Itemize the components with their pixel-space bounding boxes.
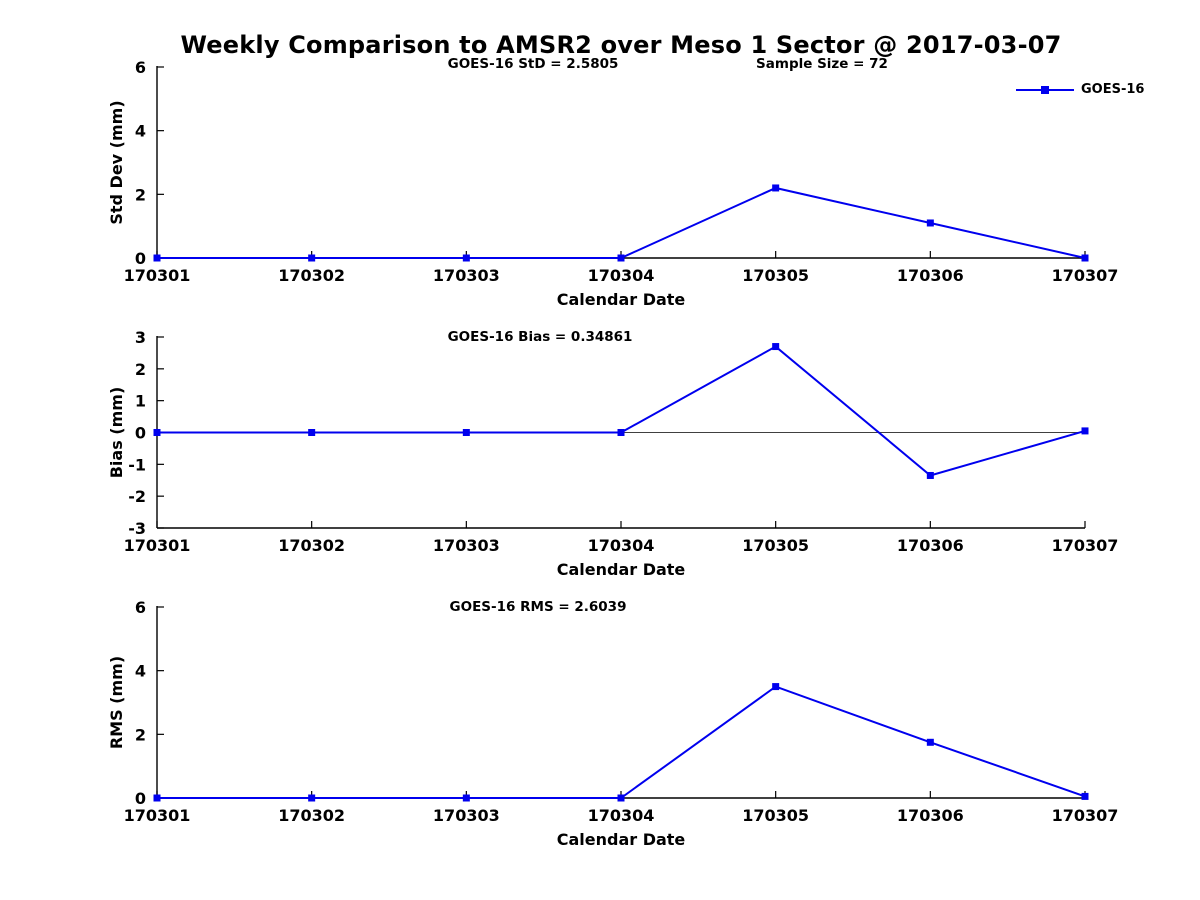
x-tick-label: 170307	[1052, 536, 1119, 555]
y-tick-label: 2	[135, 360, 146, 379]
y-tick-label: -3	[128, 519, 146, 538]
data-point-marker	[617, 429, 625, 436]
x-tick-label: 170303	[433, 806, 500, 825]
data-point-marker	[617, 254, 625, 262]
figure-title: Weekly Comparison to AMSR2 over Meso 1 S…	[180, 31, 1062, 59]
stddev-subplot: 170301 170302 170303 170304 170305 170306 1703…	[0, 55, 1200, 310]
series-line	[157, 186, 1086, 259]
rms-chart: 170301 170302 170303 170304 170305 170306 1703…	[107, 598, 1119, 849]
bias-subplot: 170301 170302 170303 170304 170305 170306 1703…	[0, 325, 1200, 580]
y-axis-label: Bias (mm)	[107, 387, 126, 479]
data-point-marker	[308, 254, 316, 262]
bias-chart: 170301 170302 170303 170304 170305 170306 1703…	[107, 328, 1119, 579]
data-point-marker	[308, 429, 316, 436]
legend-square-marker	[1041, 85, 1049, 94]
legend: GOES-16	[1016, 82, 1144, 97]
y-tick-label: 1	[135, 392, 146, 411]
x-tick-label: 170302	[278, 806, 345, 825]
data-point-marker	[462, 794, 470, 802]
rms-subplot: 170301 170302 170303 170304 170305 170306 1703…	[0, 595, 1200, 850]
y-tick-label: -2	[128, 487, 146, 506]
x-tick-label: 170302	[278, 536, 345, 555]
y-tick-label: 6	[135, 58, 146, 77]
sample-size-annotation: Sample Size = 72	[756, 56, 888, 72]
data-point-marker	[772, 683, 780, 691]
data-point-marker	[1081, 792, 1089, 800]
y-axis-label: Std Dev (mm)	[107, 100, 126, 224]
x-tick-label: 170303	[433, 536, 500, 555]
data-point-marker	[462, 429, 470, 436]
data-point-marker	[1081, 254, 1089, 262]
y-axis-label: RMS (mm)	[107, 656, 126, 749]
rms-annotation: GOES-16 RMS = 2.6039	[449, 599, 627, 615]
x-tick-label: 170303	[433, 266, 500, 285]
x-tick-label: 170306	[897, 806, 964, 825]
data-point-marker	[926, 219, 934, 227]
bias-annotation: GOES-16 Bias = 0.34861	[447, 329, 633, 345]
y-tick-label: 4	[135, 122, 146, 141]
data-point-marker	[926, 738, 934, 746]
y-tick-label: 4	[135, 662, 146, 681]
y-tick-label: 3	[135, 328, 146, 347]
data-point-marker	[308, 794, 316, 802]
x-axis-label: Calendar Date	[557, 290, 686, 309]
x-tick-label: 170305	[742, 536, 809, 555]
stddev-chart: 170301 170302 170303 170304 170305 170306 1703…	[107, 58, 1119, 309]
data-point-marker	[153, 429, 161, 436]
x-tick-label: 170307	[1052, 806, 1119, 825]
y-tick-label: 2	[135, 725, 146, 744]
x-tick-label: 170305	[742, 806, 809, 825]
data-point-marker	[153, 254, 161, 262]
x-tick-label: 170304	[588, 266, 655, 285]
x-tick-label: 170304	[588, 806, 655, 825]
stddev-annotation: GOES-16 StD = 2.5805	[447, 56, 619, 72]
legend-line-sample	[1016, 85, 1074, 94]
x-tick-label: 170301	[124, 536, 191, 555]
data-point-marker	[617, 794, 625, 802]
y-tick-label: 0	[135, 424, 146, 443]
x-tick-label: 170302	[278, 266, 345, 285]
y-tick-label: 2	[135, 185, 146, 204]
data-point-marker	[926, 471, 934, 479]
data-point-marker	[1081, 427, 1089, 435]
x-tick-label: 170307	[1052, 266, 1119, 285]
series-line	[157, 345, 1086, 477]
y-tick-label: 0	[135, 249, 146, 268]
legend-label: GOES-16	[1081, 82, 1145, 97]
x-axis-label: Calendar Date	[557, 830, 686, 849]
x-tick-label: 170306	[897, 266, 964, 285]
y-tick-label: 0	[135, 789, 146, 808]
y-tick-label: 6	[135, 598, 146, 617]
data-point-marker	[462, 254, 470, 262]
x-tick-label: 170306	[897, 536, 964, 555]
x-tick-label: 170301	[124, 806, 191, 825]
x-axis-label: Calendar Date	[557, 560, 686, 579]
data-point-marker	[772, 184, 780, 192]
series-line	[157, 685, 1086, 799]
data-point-marker	[153, 794, 161, 802]
x-tick-label: 170305	[742, 266, 809, 285]
y-tick-label: -1	[128, 455, 146, 474]
x-tick-label: 170301	[124, 266, 191, 285]
x-tick-label: 170304	[588, 536, 655, 555]
data-point-marker	[772, 343, 780, 351]
